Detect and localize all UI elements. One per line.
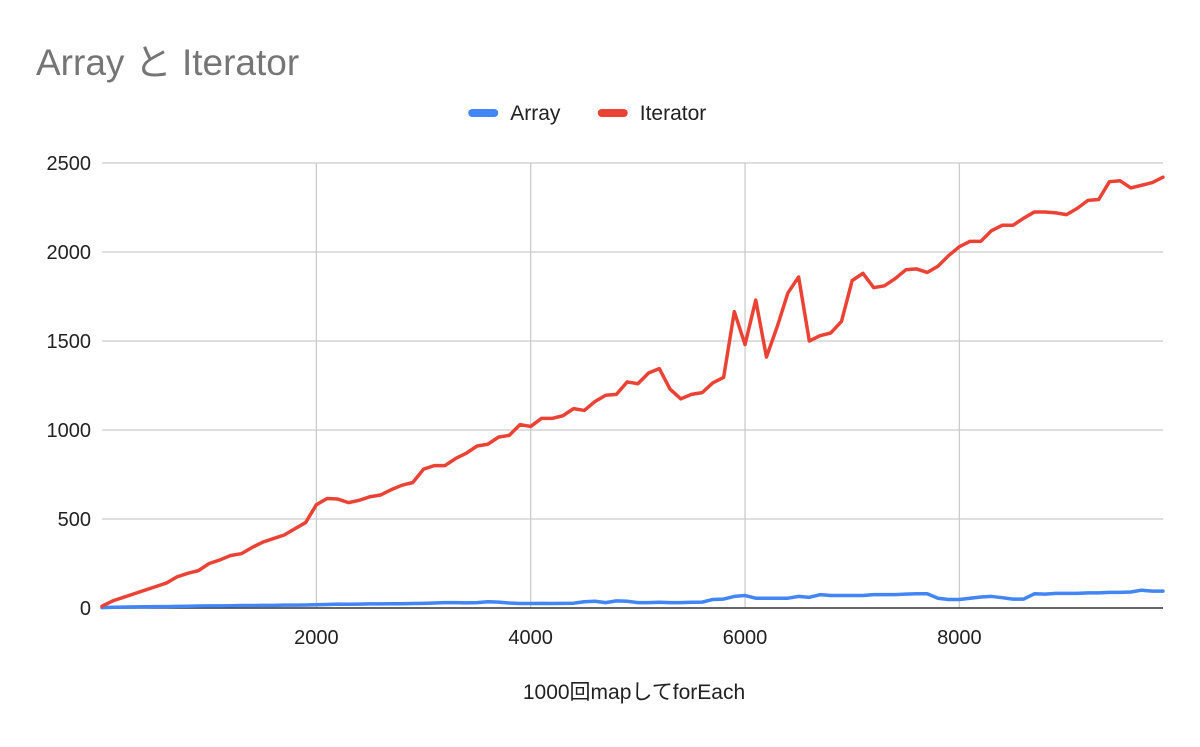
y-tick-label: 500 bbox=[58, 509, 91, 531]
legend-label-array: Array bbox=[510, 102, 561, 125]
grid-lines bbox=[102, 162, 1163, 608]
series-lines bbox=[100, 175, 1165, 610]
y-tick-label: 1000 bbox=[47, 420, 92, 442]
y-tick-label: 2500 bbox=[47, 153, 92, 175]
legend-label-iterator: Iterator bbox=[640, 102, 707, 125]
y-tick-label: 1500 bbox=[47, 331, 92, 353]
x-tick-label: 2000 bbox=[294, 627, 339, 649]
x-tick-label: 4000 bbox=[508, 627, 553, 649]
y-tick-label: 2000 bbox=[47, 242, 92, 264]
y-tick-label: 0 bbox=[80, 598, 91, 620]
chart-title: Array と Iterator bbox=[36, 42, 300, 83]
series-line-iterator bbox=[100, 175, 1165, 608]
legend-swatch-iterator bbox=[597, 109, 628, 117]
x-tick-label: 6000 bbox=[723, 627, 768, 649]
x-axis-label: 1000回mapしてforEach bbox=[523, 681, 745, 704]
series-line-array bbox=[100, 588, 1165, 610]
x-tick-label: 8000 bbox=[937, 627, 982, 649]
legend-swatch-array bbox=[468, 109, 499, 117]
legend: Array Iterator bbox=[468, 102, 706, 125]
axes: 0 500 1000 1500 2000 2500 2000 4000 6000 8000 bbox=[47, 153, 1163, 649]
